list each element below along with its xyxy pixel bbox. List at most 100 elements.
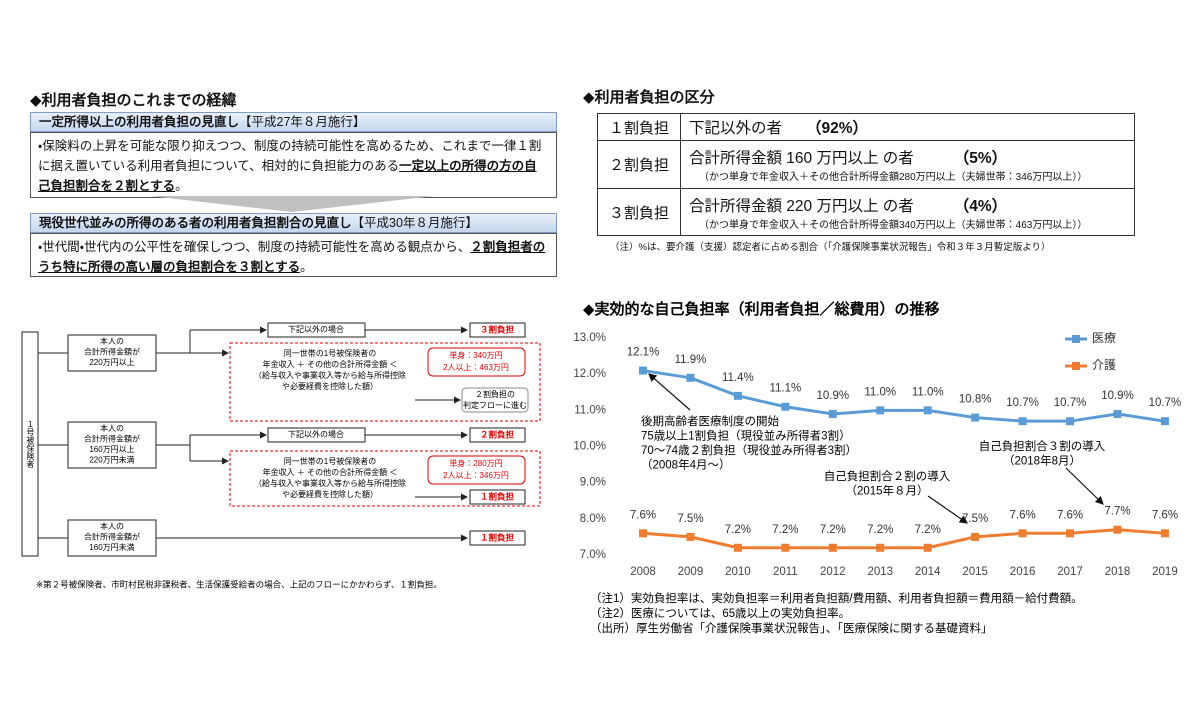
reform-title: 一定所得以上の利用者負担の見直し [39,115,240,129]
data-point [686,373,695,382]
section-heading: ◆利用者負担の区分 [583,89,715,106]
data-point [923,543,932,552]
legend-marker [1072,362,1080,370]
y-tick-label: 12.0% [573,368,606,380]
flow-text: 160万円以上 [89,445,134,454]
flow-text: 下記以外の場合 [288,324,344,334]
data-label: 10.7% [1054,397,1087,409]
chart-note: （注1）実効負担率は、実効負担率＝利用者負担額/費用額、利用者負担額＝費用額－給… [590,591,1083,605]
table-row: ２割負担 合計所得金額 160 万円以上 の者 （5%） （かつ単身で年金収入＋その… [597,140,1135,189]
chart: ◆実効的な自己負担率（利用者負担／総費用）の推移 7.0% 8.0% 9.0% 10.… [573,300,1181,635]
table-row: ３割負担 合計所得金額 220 万円以上 の者 （4%） （かつ単身で年金収入＋その… [597,188,1135,236]
annotation-arrow [927,495,968,524]
flow-text: 2人以上：463万円 [443,363,509,372]
data-point [1018,529,1027,538]
data-point [781,543,790,552]
table-row: １割負担 下記以外の者 （92%） [597,113,1135,141]
flow-text: 同一世帯の1号被保険者の [284,348,376,358]
x-tick-label: 2009 [678,566,704,578]
reform-date: 【平成27年８月施行】 [239,115,366,129]
annotation: 自己負担割合２割の導入 [824,469,951,483]
data-point [876,406,885,415]
flow-text: 合計所得金額が [84,532,140,542]
chart-note: （注2）医療については、65歳以上の実効負担率。 [590,606,850,620]
data-label: 11.1% [769,383,801,395]
box [461,387,529,413]
data-point [1160,417,1169,426]
data-point [971,413,980,422]
body-text: ・世代間・世代内の公平性を確保しつつ、制度の持続可能性を高める観点から、 [38,240,471,254]
annotation: 自己負担割合３割の導入 [979,439,1106,453]
flow-text: 合計所得金額が [84,347,140,357]
reform-body: ・世代間・世代内の公平性を確保しつつ、制度の持続可能性を高める観点から、２割負担… [30,233,557,277]
data-label: 12.1% [627,347,660,359]
flow-text: 判定フローに進む [463,400,527,410]
data-label: 7.2% [867,524,893,536]
data-point [1066,417,1075,426]
data-label: 7.5% [962,513,988,525]
data-label: 7.6% [1009,509,1035,521]
y-tick-label: 13.0% [573,332,606,344]
x-tick-label: 2019 [1152,566,1178,578]
table-note: （注）%は、要介護（支援）認定者に占める割合（「介護保険事業状況報告」令和３年３… [610,242,1051,253]
annotation: （2008年4月～） [641,458,730,472]
y-tick-label: 11.0% [574,404,606,416]
flow-text: 合計所得金額が [84,434,140,444]
data-point [1113,525,1122,534]
data-point [1113,409,1122,418]
data-label: 11.0% [912,386,944,398]
x-tick-label: 2014 [915,566,941,578]
down-arrow [150,196,435,212]
reform-body: ・保険料の上昇を可能な限り抑えつつ、制度の持続可能性を高めるため、これまで一律１… [30,132,557,198]
x-tick-label: 2012 [820,566,846,578]
target-cell: 合計所得金額 160 万円以上 の者 （5%） （かつ単身で年金収入＋その他合計所得… [680,140,1135,189]
data-point [1066,529,1075,538]
flow-text: 本人の [100,521,124,531]
box [469,489,526,505]
condition: （かつ単身で年金収入＋その他合計所得金額280万円以上（夫婦世帯：346万円以上… [699,172,1088,183]
annotation: （2015年８月） [845,484,928,498]
flow-text: 本人の [100,336,124,346]
data-label: 10.8% [959,394,992,406]
box [469,427,526,443]
flow-text: ２割負担の [475,389,515,399]
data-label: 10.9% [816,390,849,402]
body-text: 。 [175,179,188,193]
data-point [971,532,980,541]
flow-text: 2人以上：346万円 [443,471,509,480]
data-label: 7.5% [677,513,703,525]
data-label: 7.2% [820,524,846,536]
flow-text: 220万円未満 [89,455,134,465]
data-label: 11.0% [864,386,896,398]
flow-text: や必要経費を控除した額） [282,381,378,391]
data-label: 7.7% [1104,506,1130,518]
x-tick-label: 2010 [725,566,751,578]
data-point [1018,417,1027,426]
body-text: ・保険料の上昇を可能な限り抑えつつ、制度の持続可能性を高めるため、これまで一律１… [38,139,542,173]
data-label: 11.4% [722,372,754,384]
body-emphasis: ２割負担者のうち特に所得の高い層の負担割合を３割とする [38,240,546,274]
x-tick-label: 2017 [1057,566,1083,578]
flow-text: 160万円未満 [89,542,134,552]
flow-text: 220万円以上 [89,358,134,367]
data-point [639,529,647,538]
share: （5%） [953,150,1008,167]
burden-table: １割負担 下記以外の者 （92%） ２割負担 合計所得金額 160 万円以上 の者… [597,113,1135,236]
flow-text: 年金収入 ＋ その他の合計所得金額 ＜ [263,467,398,477]
category-cell: ３割負担 [597,188,681,236]
insured-label: １号被保険者 [26,420,35,469]
share: （92%） [806,120,869,137]
y-tick-label: 10.0% [573,441,606,453]
x-tick-label: 2015 [962,566,988,578]
data-point [733,391,742,400]
annotation: 後期高齢者医療制度の開始 [641,414,779,428]
chart-note: （出所）厚生労働省「介護保険事業状況報告」、「医療保険に関する基礎資料」 [590,621,993,635]
footnote: ※第２号被保険者、市町村民税非課税者、生活保護受給者の場合、上記のフローにかかわ… [36,579,442,589]
box [427,347,526,377]
annotation: 70～74歳２割負担（現役並み所得者3割） [641,443,857,457]
condition: （かつ単身で年金収入＋その他合計所得金額340万円以上（夫婦世帯：463万円以上… [699,219,1088,231]
data-point [733,543,742,552]
data-label: 7.2% [772,524,798,536]
flow-text: や必要経費を控除した額） [282,489,378,499]
